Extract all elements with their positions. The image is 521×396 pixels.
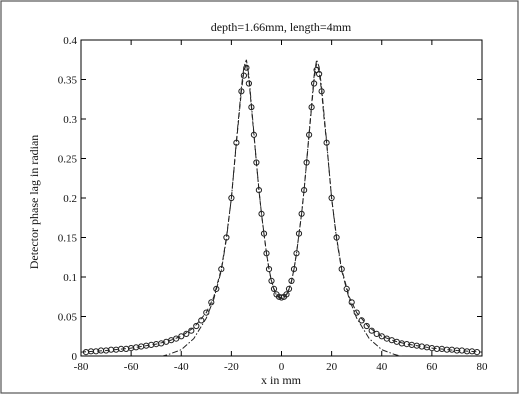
data-point-marker	[208, 299, 215, 306]
data-point-marker	[193, 322, 200, 330]
data-point-marker	[223, 234, 230, 241]
data-point-marker	[311, 80, 318, 87]
data-point-marker	[301, 187, 308, 194]
data-point-marker	[293, 250, 300, 257]
data-point-marker	[285, 285, 293, 292]
y-tick-label: 0.15	[58, 233, 78, 245]
data-point-marker	[260, 230, 268, 237]
x-tick-label: -80	[74, 361, 89, 373]
data-point-marker	[303, 159, 310, 166]
x-axis-label: x in mm	[261, 373, 302, 387]
data-point-marker	[288, 277, 295, 284]
x-tick-label: 20	[326, 361, 338, 373]
data-point-marker	[245, 80, 252, 87]
data-point-marker	[238, 88, 245, 95]
data-point-marker	[255, 187, 262, 194]
y-tick-label: 0.2	[63, 193, 77, 205]
data-point-marker	[323, 139, 330, 146]
data-point-marker	[363, 322, 370, 330]
data-point-marker	[203, 309, 210, 316]
data-point-marker	[240, 72, 247, 79]
series-line-dash-dot	[160, 59, 403, 356]
x-tick-label: 0	[279, 361, 285, 373]
data-point-marker	[328, 194, 335, 202]
data-point-marker	[178, 333, 185, 340]
data-point-marker	[265, 266, 273, 273]
data-point-marker	[188, 327, 195, 334]
data-point-marker	[368, 327, 375, 334]
data-point-marker	[318, 88, 325, 95]
y-tick-label: 0	[72, 351, 78, 363]
plot-area: -80 -60 -40 -20 0 20 40 60 80 0 0.05 0.1 0.15 0.2 0.25…	[58, 35, 488, 373]
data-point-marker	[268, 277, 275, 284]
x-tick-label: 40	[376, 361, 388, 373]
y-tick-label: 0.35	[58, 75, 78, 87]
y-tick-label: 0.05	[58, 312, 78, 324]
data-point-marker	[263, 250, 270, 257]
x-tick-label: -20	[224, 361, 239, 373]
data-point-marker	[373, 330, 380, 337]
data-point-marker	[378, 333, 385, 340]
y-axis-label: Detector phase lag in radian	[27, 135, 41, 270]
data-point-marker	[218, 266, 225, 273]
data-point-marker	[233, 139, 240, 146]
data-point-marker	[183, 330, 190, 337]
x-tick-label: -60	[124, 361, 139, 373]
data-point-marker	[228, 194, 235, 202]
data-point-marker	[338, 266, 345, 273]
data-point-marker	[348, 299, 355, 306]
data-point-marker	[290, 266, 298, 273]
data-point-marker	[243, 64, 250, 71]
y-tick-label: 0.1	[63, 272, 77, 284]
x-tick-label: 60	[426, 361, 438, 373]
data-point-marker	[213, 285, 220, 292]
data-point-marker	[198, 317, 205, 324]
data-point-marker	[308, 104, 315, 111]
y-tick-label: 0.25	[58, 154, 78, 166]
data-point-marker	[253, 159, 260, 166]
data-point-marker	[306, 131, 313, 138]
data-point-marker	[173, 335, 180, 342]
data-point-marker	[295, 230, 303, 237]
data-point-marker	[343, 285, 350, 292]
y-tick-label: 0.3	[63, 114, 77, 126]
data-point-marker	[358, 317, 365, 324]
data-point-marker	[333, 234, 340, 241]
data-point-marker	[270, 285, 278, 292]
x-tick-label: -40	[174, 361, 189, 373]
data-point-marker	[473, 349, 481, 356]
data-point-marker	[283, 291, 290, 298]
data-point-marker	[298, 210, 305, 217]
data-point-marker	[250, 131, 257, 138]
chart-title: depth=1.66mm, length=4mm	[211, 20, 352, 34]
data-point-marker	[316, 70, 323, 78]
data-point-marker	[353, 309, 360, 316]
data-point-marker	[278, 294, 285, 301]
data-point-marker	[248, 104, 255, 111]
data-point-marker	[258, 210, 265, 217]
x-tick-label: 80	[477, 361, 489, 373]
y-tick-label: 0.4	[63, 35, 77, 47]
